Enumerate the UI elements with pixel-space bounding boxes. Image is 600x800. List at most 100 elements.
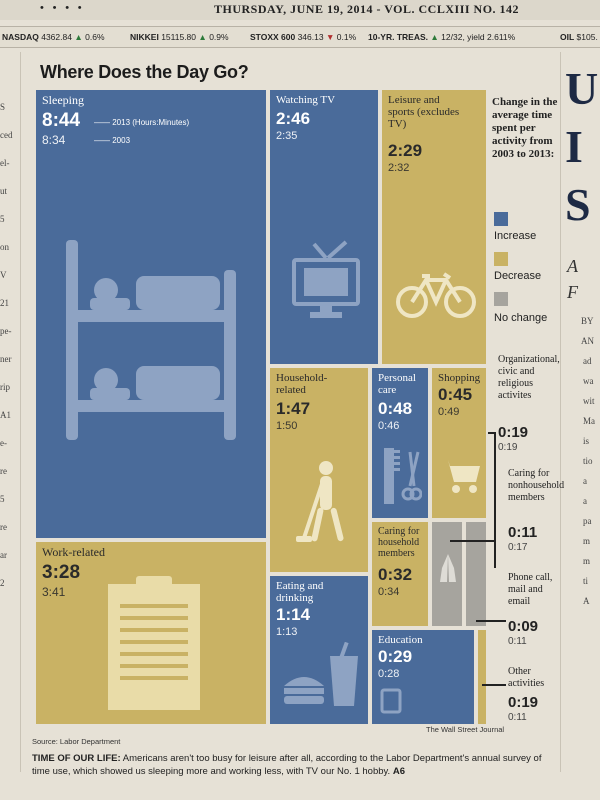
tile-value-2013: 1:47 [276, 399, 311, 418]
tile-education: Education 0:29 0:28 [370, 628, 476, 726]
tile-value-2013: 1:14 [276, 605, 311, 624]
tile-caring-nonhousehold [430, 520, 464, 628]
callout-value-2003: 0:19 [498, 442, 518, 453]
up-arrow-icon: ▲ [198, 32, 207, 42]
callout-leader [482, 684, 506, 686]
headline-letter: U [565, 63, 599, 114]
right-column-fragment: a [583, 496, 587, 506]
left-column-fragment: pe- [0, 326, 12, 336]
ticker-value: 15115.80 [161, 32, 197, 42]
tile-value-2013: 0:48 [378, 399, 413, 418]
tile-caring-household-members: Caring for household members 0:32 0:34 [370, 520, 430, 628]
left-column-fragment: ar [0, 550, 7, 560]
left-column-fragment: A1 [0, 410, 11, 420]
graphic-title: Where Does the Day Go? [40, 62, 249, 82]
left-column-fragment: S [0, 102, 6, 112]
masthead-dots: • • • • [40, 2, 85, 14]
legend-label-decrease: Decrease [494, 270, 542, 282]
right-column-fragment: ti [583, 576, 589, 586]
tile-label: Sleeping [42, 93, 84, 107]
legend-swatch-no-change [494, 292, 508, 306]
right-column-fragment: m [583, 556, 591, 566]
comb-scissors-icon [384, 448, 422, 504]
credit-line: The Wall Street Journal [426, 725, 505, 734]
tile-value-2013: 2:29 [388, 141, 423, 160]
caption: TIME OF OUR LIFE: Americans aren't too b… [32, 752, 552, 778]
callout-leader [488, 432, 496, 434]
callout-leader [450, 540, 496, 542]
legend-title: Change in the average time spent per act… [492, 96, 558, 160]
right-column-fragment: A [583, 596, 590, 606]
tile-value-2003: 3:41 [42, 585, 66, 599]
legend-label-no-change: No change [494, 312, 548, 324]
left-column-fragment: 21 [0, 298, 9, 308]
caption-body: Americans aren't too busy for leisure af… [32, 753, 542, 777]
callout-label-phone-mail: Phone call, mail and email [508, 572, 553, 607]
right-column-fragment: a [583, 476, 587, 486]
praying-hands-icon [440, 554, 456, 582]
ticker-name: OIL [560, 32, 575, 42]
tile-value-2013: 3:28 [42, 562, 81, 583]
left-column-fragment: ut [0, 186, 8, 196]
tile-sleeping: Sleeping 8:44 —— 2013 (Hours:Minutes) 8:… [34, 88, 268, 540]
tile-value-2003: 0:34 [378, 586, 400, 598]
up-arrow-icon: ▲ [430, 32, 439, 42]
ticker-change: 0.1% [336, 32, 357, 42]
market-ticker: NASDAQ 4362.84 ▲ 0.6% NIKKEI 15115.80 ▲ … [0, 26, 600, 48]
ticker-item-stoxx: STOXX 600 346.13 ▼ 0.1% [250, 32, 356, 42]
tile-value-2003: 0:28 [378, 668, 400, 680]
ticker-value: 12/32, yield 2.611% [441, 32, 516, 42]
dateline-bar: • • • • THURSDAY, JUNE 19, 2014 - VOL. C… [0, 0, 600, 20]
burger-drink-icon [284, 642, 358, 706]
ticker-value: 4362.84 [41, 32, 72, 42]
callout-label-nonhousehold: Caring for nonhousehold members [508, 468, 565, 503]
right-column-fragment: is [583, 436, 590, 446]
book-icon [380, 688, 402, 714]
vacuum-cleaning-person-icon [296, 461, 344, 542]
tile-value-2013: 8:44 [42, 110, 81, 131]
tile-phone-mail [464, 520, 488, 628]
ticker-item-treasury: 10-YR. TREAS. ▲ 12/32, yield 2.611% [368, 32, 515, 42]
left-column-fragment: re [0, 522, 7, 532]
left-column-fragment: ced [0, 130, 13, 140]
ticker-name: NIKKEI [130, 32, 159, 42]
tile-label: Leisure and sports (excludes TV) [388, 94, 460, 130]
tile-value-2003: 1:50 [276, 420, 298, 432]
legend-swatch-increase [494, 212, 508, 226]
right-column-fragment: m [583, 536, 591, 546]
caption-ref: A6 [392, 766, 405, 777]
tile-shopping: Shopping 0:45 0:49 [430, 366, 488, 520]
right-column-fragment: Ma [583, 416, 595, 426]
tile-value-2003: 2:35 [276, 130, 298, 142]
right-column-fragment: BY [581, 316, 594, 326]
ticker-change: 0.9% [209, 32, 229, 42]
ticker-name: STOXX 600 [250, 32, 296, 42]
down-arrow-icon: ▼ [325, 32, 335, 42]
callout-value-2003: 0:17 [508, 542, 528, 553]
tile-watching-tv: Watching TV 2:46 2:35 [268, 88, 380, 366]
legend-note-2013: —— 2013 (Hours:Minutes) [94, 118, 190, 127]
ticker-value: $105. [576, 32, 598, 42]
tile-label: Watching TV [276, 94, 336, 106]
right-column-fragment: pa [583, 516, 592, 526]
callout-value-2013: 0:09 [508, 618, 539, 635]
tile-value-2013: 0:45 [438, 385, 473, 404]
ticker-name: NASDAQ [2, 32, 39, 42]
ticker-item-nikkei: NIKKEI 15115.80 ▲ 0.9% [130, 32, 229, 42]
tile-value-2003: 1:13 [276, 626, 298, 638]
tile-label: Caring for household members [378, 526, 420, 559]
callout-leader [476, 620, 506, 622]
legend-label-increase: Increase [494, 230, 537, 242]
tile-work-related: Work-related 3:28 3:41 [34, 540, 268, 726]
left-column-fragment: 5 [0, 214, 5, 224]
tile-label: Shopping [438, 372, 481, 384]
headline-letter: I [565, 121, 583, 172]
tile-value-2003: 2:32 [388, 162, 410, 174]
right-column-fragment: wa [583, 376, 594, 386]
callout-label-organizational: Organizational, civic and religious acti… [498, 354, 560, 401]
left-column-fragment: V [0, 270, 7, 280]
right-column-fragments: U I S A F BY AN ad wa wit Ma is tio a a pa m m ti A [560, 52, 600, 772]
tile-personal-care: Personal care 0:48 0:46 [370, 366, 430, 520]
ticker-item-oil: OIL $105. [560, 32, 598, 42]
legend-note-2003: —— 2003 [94, 136, 131, 145]
